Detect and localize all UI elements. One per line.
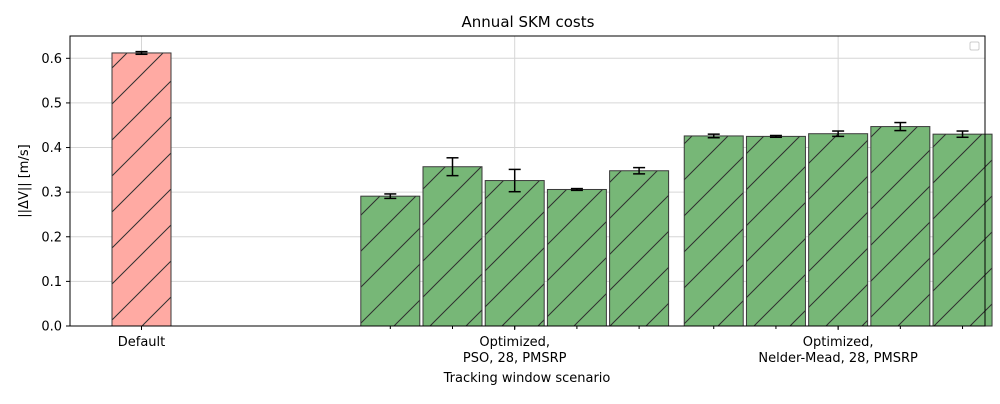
y-axis-label: ||ΔV|| [m/s] xyxy=(17,144,32,217)
x-tick-label: Default xyxy=(118,335,166,350)
y-ticks: 0.0 0.1 0.2 0.3 0.4 0.5 0.6 xyxy=(41,52,70,335)
chart-title: Annual SKM costs xyxy=(462,13,595,31)
bar-hatch xyxy=(422,166,483,327)
y-tick-label: 0.6 xyxy=(41,52,62,67)
plot-frame xyxy=(69,35,986,327)
bar-hatch xyxy=(546,188,607,327)
bar-hatch xyxy=(932,133,993,327)
y-tick-label: 0.4 xyxy=(41,141,62,156)
y-tick-label: 0.1 xyxy=(41,275,62,290)
y-tick-label: 0.3 xyxy=(41,186,62,201)
y-tick-label: 0.0 xyxy=(41,320,62,335)
legend-box xyxy=(969,41,980,51)
x-axis-label: Tracking window scenario xyxy=(443,371,611,386)
bars xyxy=(111,52,993,327)
x-tick-label: Optimized, Nelder-Mead, 28, PMSRP xyxy=(758,335,918,366)
bar-hatch xyxy=(683,135,744,327)
x-tick-label: Optimized, PSO, 28, PMSRP xyxy=(463,335,567,366)
bar-hatch xyxy=(609,170,670,327)
bar-hatch xyxy=(111,52,172,327)
x-ticks: Default Optimized, PSO, 28, PMSRP Optimized… xyxy=(118,326,964,366)
bar-hatch xyxy=(808,133,869,327)
bar-hatch xyxy=(745,135,806,327)
y-tick-label: 0.5 xyxy=(41,96,62,111)
error-bars xyxy=(135,50,969,200)
bar-hatch xyxy=(484,180,545,327)
bar-hatch xyxy=(870,126,931,327)
y-tick-label: 0.2 xyxy=(41,230,62,245)
bar-hatch xyxy=(360,195,421,327)
